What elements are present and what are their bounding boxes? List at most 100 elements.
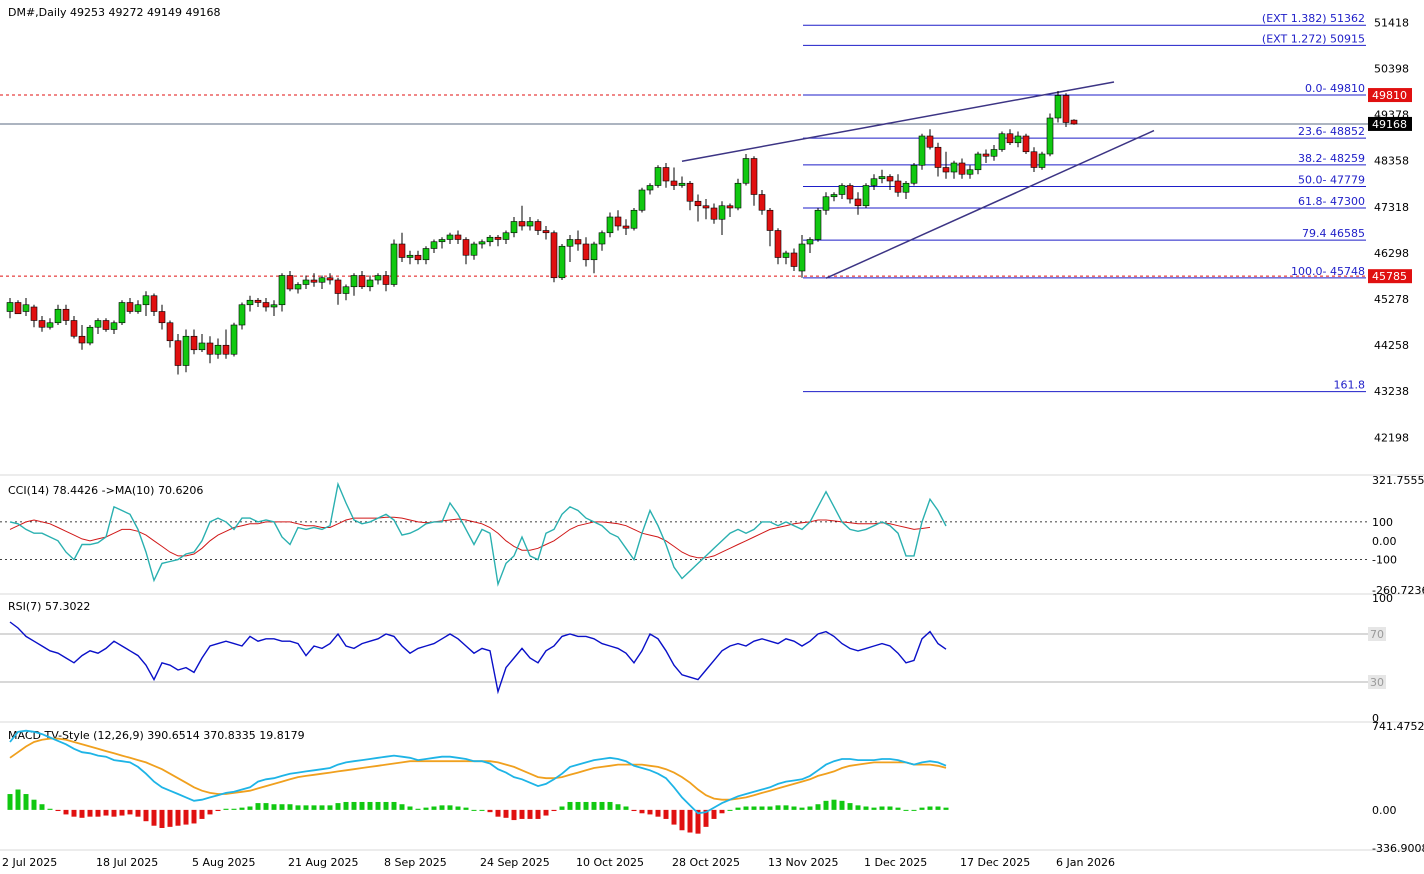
macd-histogram-bar	[711, 809, 717, 819]
macd-histogram-bar	[471, 809, 477, 811]
rsi-level-tag: 70	[1370, 628, 1384, 641]
fib-label: (EXT 1.272) 50915	[1262, 32, 1365, 45]
macd-histogram-bar	[15, 789, 21, 810]
candle-body	[846, 185, 854, 200]
macd-histogram-bar	[23, 794, 29, 810]
candle-body	[110, 322, 118, 330]
macd-histogram-bar	[447, 805, 453, 810]
macd-histogram-bar	[919, 807, 925, 810]
pane-separators	[0, 474, 1424, 851]
macd-histogram-bar	[335, 803, 341, 810]
macd-histogram-bar	[911, 809, 917, 811]
macd-histogram-bar	[63, 809, 69, 815]
chart-title: DM#,Daily 49253 49272 49149 49168	[8, 6, 220, 19]
macd-histogram-bar	[87, 809, 93, 817]
macd-histogram-bar	[647, 809, 653, 815]
macd-histogram-bar	[927, 806, 933, 810]
candle-body	[270, 304, 278, 308]
candle-body	[1038, 153, 1046, 168]
candle-body	[302, 279, 310, 285]
candle-body	[30, 306, 38, 321]
macd-histogram-bar	[7, 794, 13, 810]
macd-histogram-bar	[855, 805, 861, 810]
price-tick-label: 51418	[1374, 17, 1409, 30]
price-tick-label: 42198	[1374, 432, 1409, 445]
candle-body	[1030, 151, 1038, 168]
time-axis: 2 Jul 2025 18 Jul 2025 5 Aug 2025 21 Aug 20…	[2, 856, 1115, 869]
price-tags: 49810 45785 49168	[1368, 88, 1412, 284]
macd-histogram-bar	[887, 806, 893, 810]
macd-histogram-bar	[391, 801, 397, 810]
candle-body	[574, 239, 582, 245]
macd-histogram-bar	[943, 807, 949, 810]
candle-body	[774, 230, 782, 258]
macd-histogram-bar	[759, 806, 765, 810]
macd-histogram-bar	[319, 805, 325, 810]
candle-body	[14, 302, 22, 315]
macd-histogram-bar	[735, 807, 741, 810]
fib-label: 79.4 46585	[1302, 227, 1365, 240]
rsi-lines	[0, 621, 1368, 695]
cci-lines	[0, 481, 1368, 587]
macd-histogram-bar	[431, 806, 437, 810]
candle-body	[662, 167, 670, 182]
macd-histogram-bar	[719, 809, 725, 814]
macd-histogram-bar	[311, 805, 317, 810]
macd-histogram-bar	[279, 804, 285, 810]
price-tick-label: 45278	[1374, 293, 1409, 306]
macd-histogram-bar	[607, 801, 613, 810]
rsi-tick-label: 100	[1372, 592, 1393, 605]
wedge-line	[825, 129, 1155, 279]
rsi-axis: 100 0 70 30	[1368, 592, 1393, 725]
macd-histogram-bar	[831, 799, 837, 810]
macd-histogram-bar	[327, 805, 333, 810]
cci-axis: 321.7555 100 0.00 -100 -260.7236	[1372, 474, 1424, 597]
macd-histogram-bar	[487, 809, 493, 813]
date-tick-label: 24 Sep 2025	[480, 856, 550, 869]
macd-histogram-bar	[215, 809, 221, 812]
candle-body	[366, 279, 374, 288]
candle-body	[958, 162, 966, 175]
candle-body	[950, 162, 958, 173]
candle-body	[614, 216, 622, 227]
candle-body	[78, 335, 86, 344]
macd-histogram-bar	[639, 809, 645, 814]
macd-line	[9, 729, 947, 815]
candle-body	[494, 236, 502, 240]
price-tick-label: 46298	[1374, 247, 1409, 260]
candle-body	[382, 275, 390, 285]
price-pane: DM#,Daily 49253 49272 49149 49168 (EXT 1…	[0, 6, 1412, 445]
candle-body	[1054, 95, 1062, 119]
macd-histogram-bar	[463, 807, 469, 810]
candle-body	[790, 252, 798, 267]
candle-body	[390, 243, 398, 285]
candle-body	[966, 169, 974, 175]
macd-histogram-bar	[703, 809, 709, 827]
candle-body	[646, 185, 654, 191]
macd-histogram-bar	[183, 809, 189, 825]
macd-histogram-bar	[239, 807, 245, 810]
macd-histogram-bar	[687, 809, 693, 833]
date-tick-label: 13 Nov 2025	[768, 856, 838, 869]
macd-histogram-bar	[551, 809, 557, 812]
macd-histogram-bar	[415, 808, 421, 810]
macd-histogram-bar	[863, 806, 869, 810]
fib-label: 38.2- 48259	[1298, 152, 1365, 165]
date-tick-label: 21 Aug 2025	[288, 856, 358, 869]
macd-histogram-bar	[559, 806, 565, 810]
macd-histogram-bar	[119, 809, 125, 816]
price-tick-label: 50398	[1374, 63, 1409, 76]
fib-label: 50.0- 47779	[1298, 173, 1365, 186]
macd-histogram-bar	[271, 804, 277, 810]
macd-histogram-bar	[135, 809, 141, 817]
candle-body	[230, 324, 238, 355]
candle-body	[630, 209, 638, 229]
candle-body	[238, 304, 246, 326]
candle-body	[454, 234, 462, 240]
candle-body	[262, 302, 270, 308]
candle-body	[374, 275, 382, 281]
macd-histogram-bar	[47, 808, 53, 810]
cci-tick-label: 100	[1372, 516, 1393, 529]
candle-body	[710, 207, 718, 220]
macd-histogram-bar	[55, 809, 61, 812]
